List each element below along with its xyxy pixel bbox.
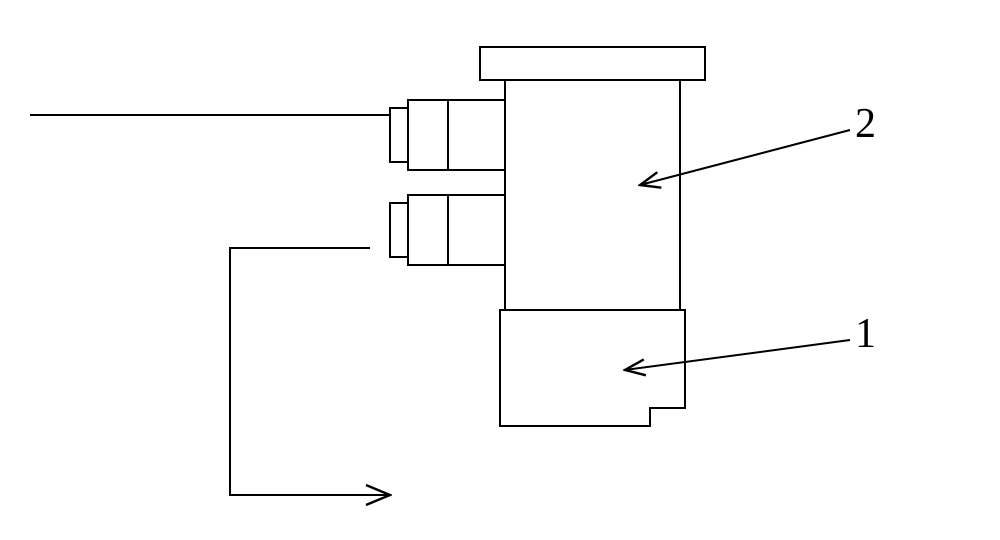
port-lower-flange: [390, 203, 408, 257]
callout-label-2: 2: [855, 100, 876, 148]
main-body: [505, 80, 680, 310]
port-upper-flange: [390, 108, 408, 162]
top-flange: [480, 47, 705, 80]
callout-label-1: 1: [855, 310, 876, 358]
lower-block: [500, 310, 685, 426]
port-upper-body: [408, 100, 505, 170]
lead-lower: [230, 248, 390, 495]
callout-arrow-2: [640, 130, 850, 185]
callout-arrow-1: [625, 340, 850, 370]
port-lower-body: [408, 195, 505, 265]
schematic-diagram: [0, 0, 1000, 540]
